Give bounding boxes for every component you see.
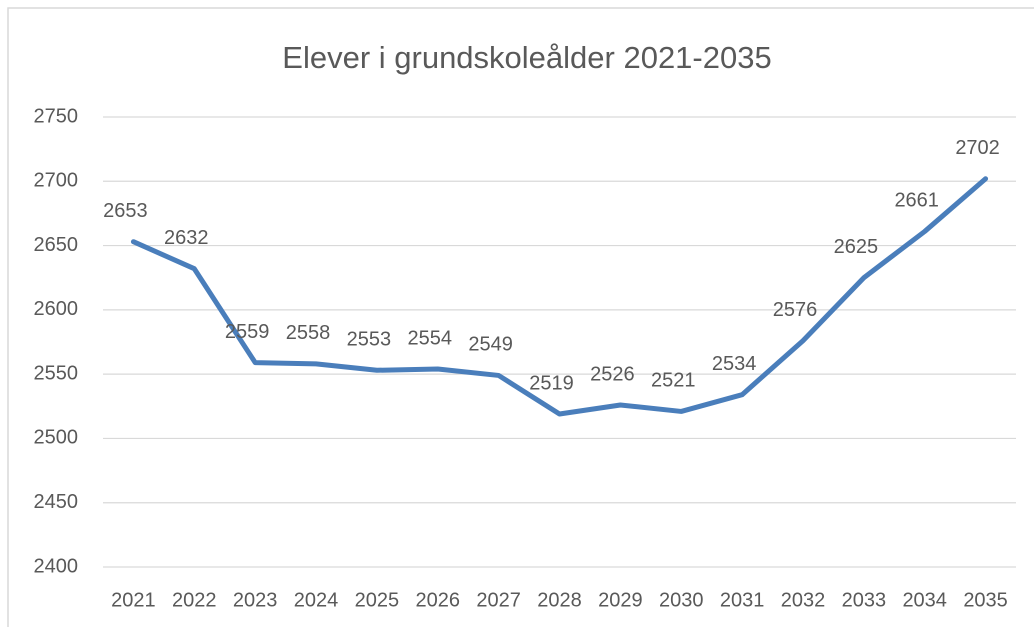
y-tick-label: 2750 bbox=[34, 105, 79, 127]
data-label: 2519 bbox=[529, 372, 574, 394]
data-label: 2534 bbox=[712, 353, 757, 375]
data-label: 2521 bbox=[651, 370, 696, 392]
data-label: 2553 bbox=[347, 329, 392, 351]
data-label: 2661 bbox=[894, 190, 939, 212]
data-label: 2702 bbox=[955, 137, 1000, 159]
data-label: 2653 bbox=[103, 200, 148, 222]
x-tick-label: 2025 bbox=[355, 589, 400, 611]
y-tick-label: 2500 bbox=[34, 427, 79, 449]
data-label: 2632 bbox=[164, 227, 209, 249]
x-tick-label: 2024 bbox=[294, 589, 339, 611]
y-tick-label: 2400 bbox=[34, 555, 79, 577]
chart-title: Elever i grundskoleålder 2021-2035 bbox=[282, 40, 771, 75]
x-tick-label: 2022 bbox=[172, 589, 217, 611]
y-tick-label: 2700 bbox=[34, 170, 79, 192]
data-label: 2554 bbox=[408, 327, 453, 349]
data-label: 2625 bbox=[834, 236, 879, 258]
data-label: 2558 bbox=[286, 322, 331, 344]
x-tick-label: 2023 bbox=[233, 589, 278, 611]
x-tick-label: 2028 bbox=[537, 589, 582, 611]
x-tick-label: 2031 bbox=[720, 589, 765, 611]
y-tick-label: 2600 bbox=[34, 298, 79, 320]
y-tick-label: 2550 bbox=[34, 362, 79, 384]
x-tick-label: 2021 bbox=[111, 589, 156, 611]
x-tick-label: 2027 bbox=[476, 589, 521, 611]
data-label: 2549 bbox=[468, 334, 513, 356]
data-line bbox=[130, 176, 989, 417]
x-tick-label: 2034 bbox=[902, 589, 947, 611]
data-label: 2576 bbox=[773, 299, 818, 321]
x-tick-label: 2032 bbox=[781, 589, 826, 611]
x-tick-label: 2035 bbox=[963, 589, 1008, 611]
x-tick-label: 2033 bbox=[842, 589, 887, 611]
x-tick-label: 2026 bbox=[416, 589, 461, 611]
y-tick-label: 2450 bbox=[34, 491, 79, 513]
data-label: 2559 bbox=[225, 321, 270, 343]
data-label: 2526 bbox=[590, 363, 635, 385]
x-tick-label: 2029 bbox=[598, 589, 643, 611]
y-tick-label: 2650 bbox=[34, 234, 79, 256]
x-tick-label: 2030 bbox=[659, 589, 704, 611]
chart-frame bbox=[7, 7, 1034, 627]
